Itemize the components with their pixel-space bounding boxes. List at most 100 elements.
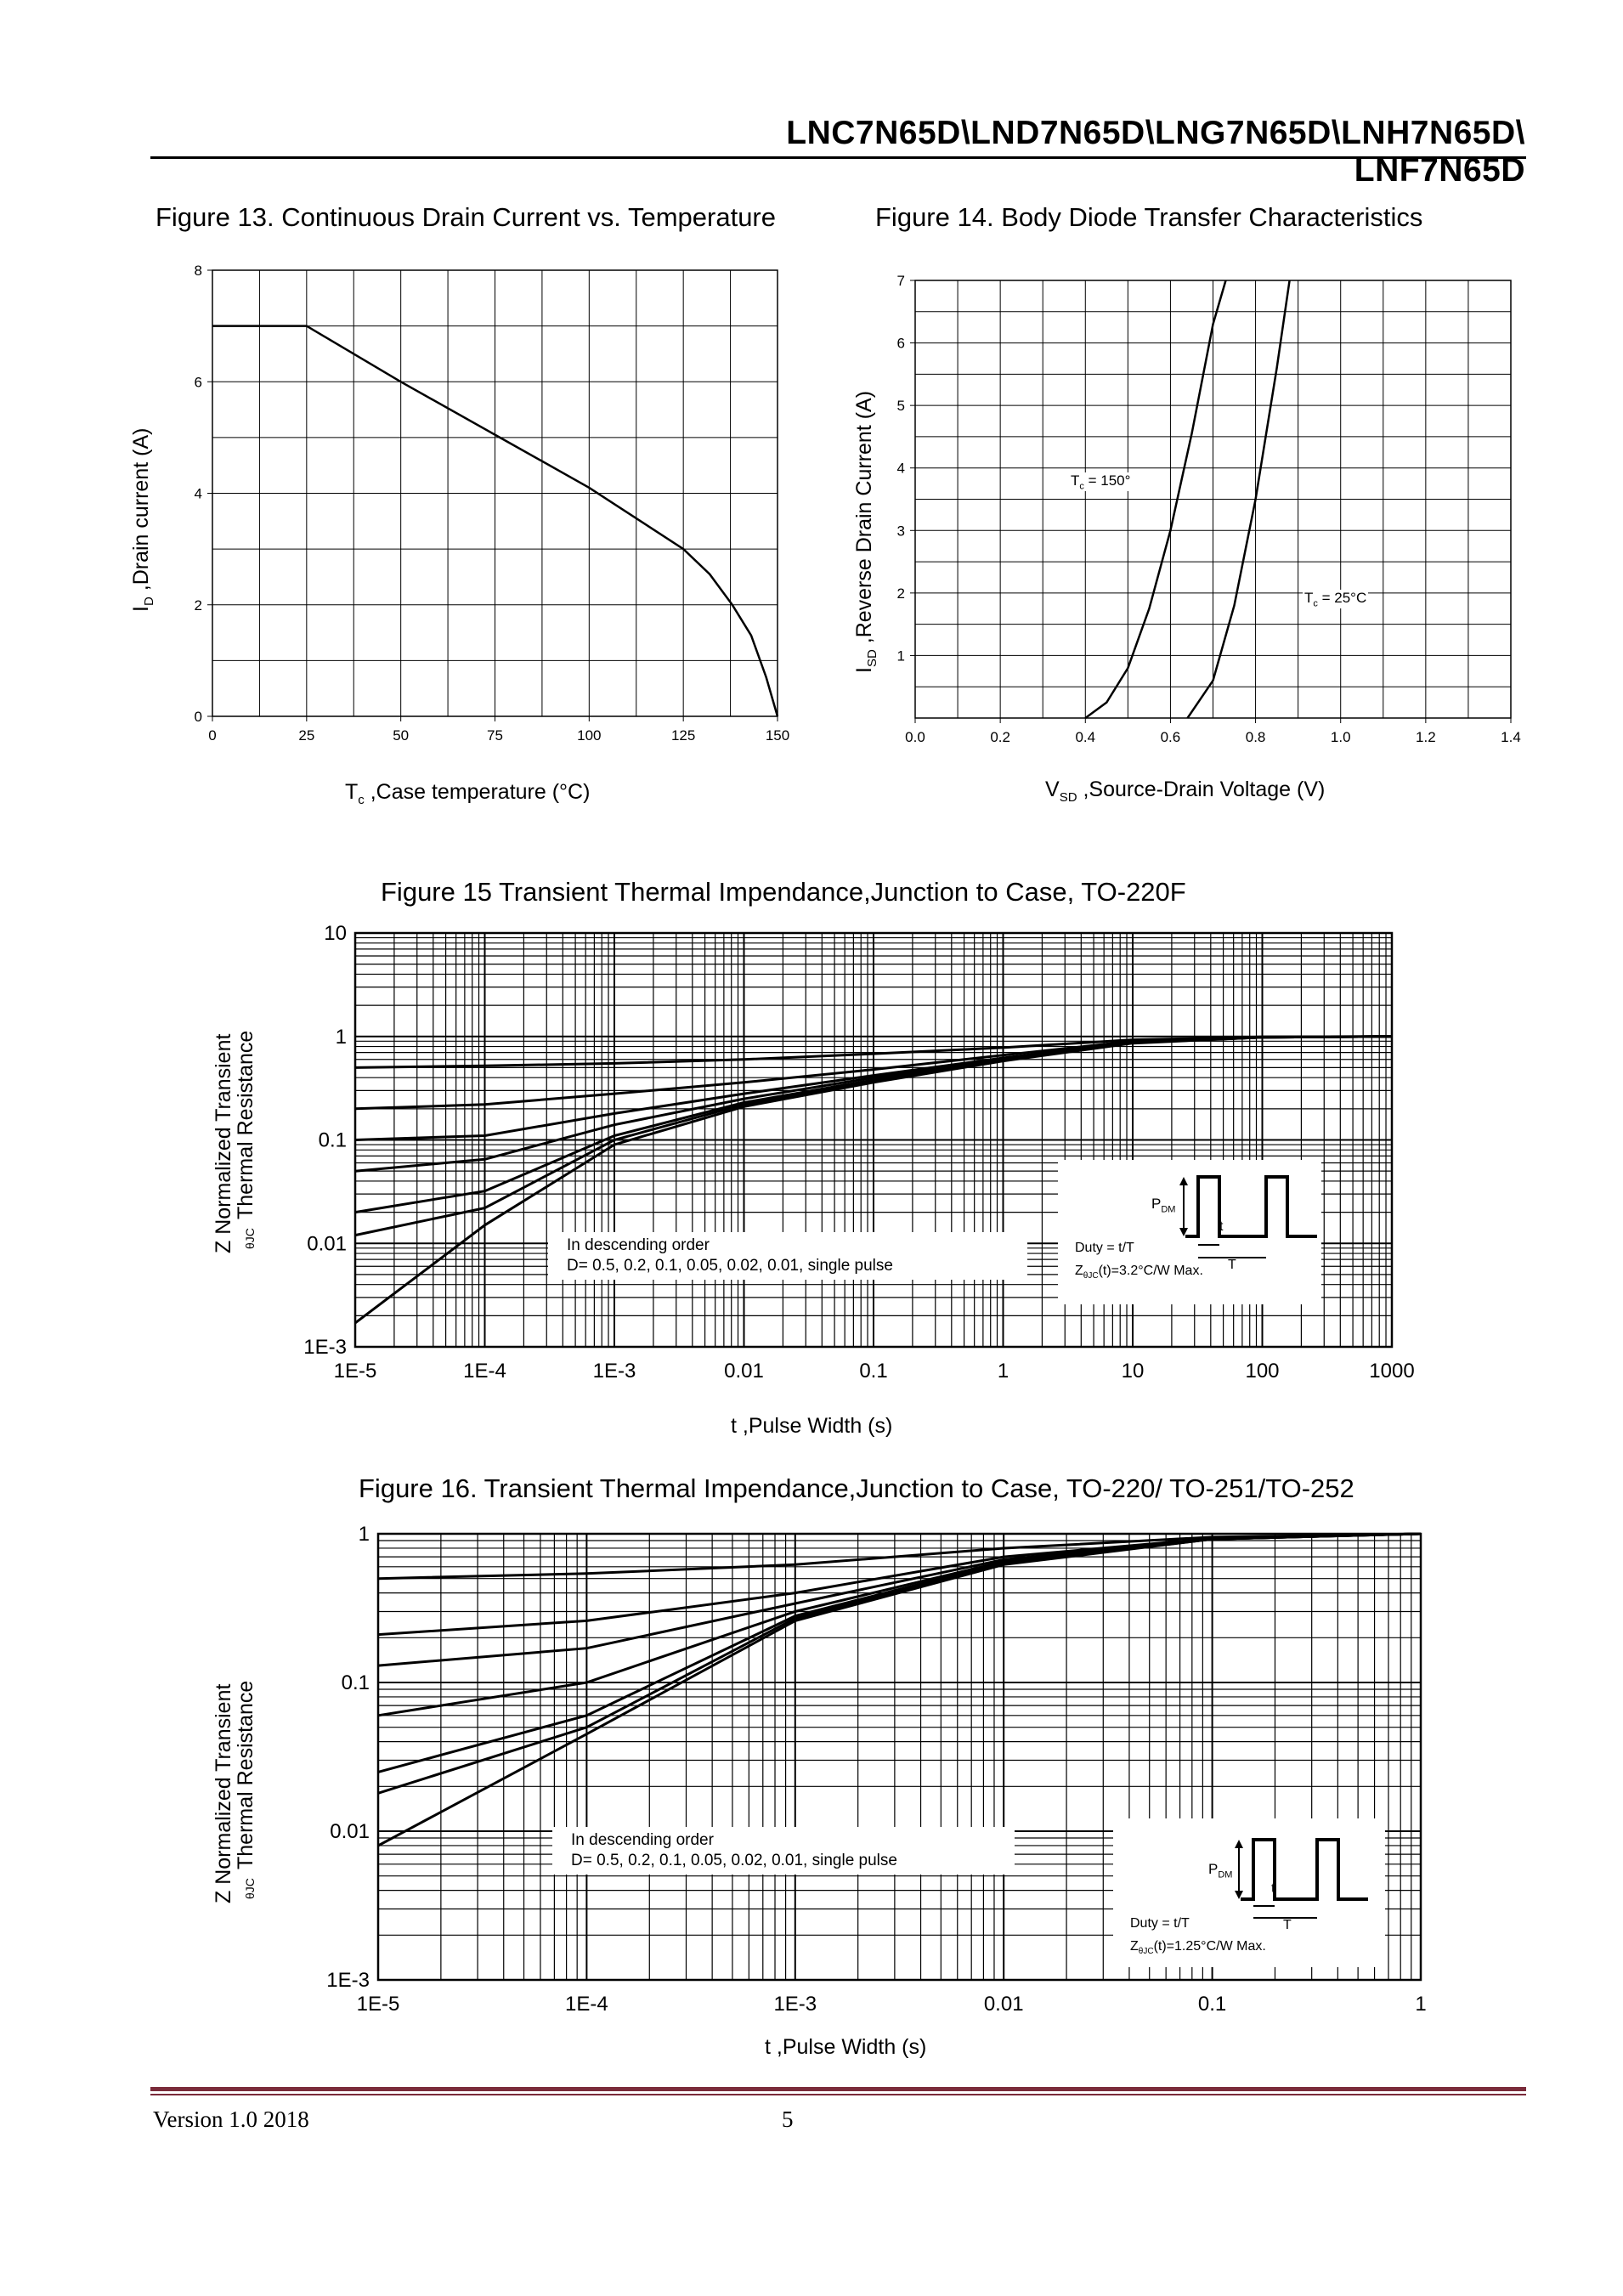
x-tick-label: 0.1 [1198, 1993, 1226, 2014]
fig14-ylabel: ISD ,Reverse Drain Current (A) [852, 390, 879, 673]
fig16-ylabel-sub: θJC [243, 1878, 257, 1899]
fig16-legend: In descending order D= 0.5, 0.2, 0.1, 0.… [552, 1827, 1015, 1875]
x-tick-label: 1 [1415, 1993, 1426, 2014]
footer-version: Version 1.0 2018 [153, 2107, 309, 2132]
x-tick-label: 75 [487, 727, 503, 744]
y-tick-label: 4 [195, 486, 202, 502]
x-tick-label: 1.0 [1331, 729, 1351, 745]
y-tick-label: 7 [897, 273, 905, 289]
x-tick-label: 1E-5 [334, 1360, 377, 1383]
fig15-ylabel: Z Normalized Transient Thermal Resistance [212, 1030, 257, 1253]
fig15-pulse-diagram [1179, 1175, 1317, 1258]
fig15-inset-T: T [1228, 1258, 1236, 1272]
fig16-inset-pdm: PDM [1208, 1861, 1233, 1880]
fig15-inset-duty: Duty = t/T [1075, 1241, 1134, 1255]
y-tick-label: 1E-3 [303, 1336, 347, 1359]
x-tick-label: 0.2 [990, 729, 1010, 745]
x-tick-label: 125 [671, 727, 695, 744]
x-tick-label: 1000 [1369, 1360, 1414, 1383]
y-tick-label: 3 [897, 523, 905, 539]
series-line-1 [377, 1532, 1422, 1637]
fig15-ylabel-sub: θJC [243, 1228, 257, 1249]
series-line-5 [377, 1532, 1422, 1795]
x-tick-label: 0.6 [1161, 729, 1181, 745]
fig14-annotation-25: Tc = 25°C [1303, 590, 1369, 609]
y-tick-label: 1 [359, 1523, 370, 1546]
y-tick-label: 1 [897, 648, 905, 664]
y-tick-label: 0.1 [319, 1129, 347, 1152]
y-tick-label: 6 [195, 374, 202, 390]
fig15-inset-t: t [1219, 1219, 1224, 1234]
fig16-inset-z: ZθJC(t)=1.25°C/W Max. [1130, 1939, 1266, 1957]
fig15-inset-z: ZθJC(t)=3.2°C/W Max. [1075, 1264, 1203, 1281]
fig16-inset-T: T [1283, 1918, 1292, 1932]
x-tick-label: 1 [998, 1360, 1009, 1383]
fig16-duty-inset: PDM t T Duty = t/T ZθJC(t)=1.25°C/W Max. [1113, 1818, 1385, 1967]
document-header-title: LNC7N65D\LND7N65D\LNG7N65D\LNH7N65D\ LNF… [786, 115, 1525, 189]
fig14-xlabel: VSD ,Source-Drain Voltage (V) [1045, 778, 1326, 805]
fig16-xlabel: t ,Pulse Width (s) [765, 2035, 927, 2059]
plot-frame [376, 1532, 1422, 1982]
fig13-title: Figure 13. Continuous Drain Current vs. … [156, 202, 776, 232]
fig16-title: Figure 16. Transient Thermal Impendance,… [359, 1473, 1354, 1503]
page-number: 5 [782, 2107, 794, 2132]
fig16-inset-t: t [1271, 1881, 1275, 1896]
fig13-ylabel: ID ,Drain current (A) [129, 427, 156, 612]
fig15-legend: In descending order D= 0.5, 0.2, 0.1, 0.… [548, 1232, 1027, 1280]
x-tick-label: 1E-3 [773, 1993, 817, 2014]
fig14-chart: 0.0 0.2 0.4 0.6 0.8 1.0 1.2 1.4 1 2 3 4 5 6 7 [897, 273, 1521, 745]
x-tick-label: 10 [1122, 1360, 1145, 1383]
series-line-0 [212, 325, 779, 717]
x-tick-label: 1E-5 [357, 1993, 400, 2014]
y-tick-label: 5 [897, 398, 905, 414]
y-tick-label: 4 [897, 461, 905, 477]
x-tick-label: 150 [766, 727, 789, 744]
y-tick-label: 0 [195, 709, 202, 725]
y-tick-label: 0.01 [330, 1820, 370, 1843]
x-tick-label: 50 [393, 727, 409, 744]
fig16-inset-duty: Duty = t/T [1130, 1916, 1190, 1931]
x-tick-label: 0.01 [724, 1360, 764, 1383]
fig15-title: Figure 15 Transient Thermal Impendance,J… [381, 877, 1186, 907]
x-tick-label: 0.0 [905, 729, 925, 745]
y-tick-label: 1E-3 [326, 1969, 370, 1992]
fig15-duty-inset: PDM t T Duty = t/T ZθJC(t)=3.2°C/W Max. [1058, 1160, 1321, 1304]
y-tick-label: 8 [195, 263, 202, 279]
x-tick-label: 25 [298, 727, 314, 744]
y-tick-label: 1 [336, 1026, 347, 1049]
footer-divider-thin [150, 2094, 1526, 2095]
fig13-xlabel: Tc ,Case temperature (°C) [345, 780, 591, 807]
x-tick-label: 100 [577, 727, 601, 744]
x-tick-label: 1E-3 [593, 1360, 636, 1383]
y-tick-label: 10 [324, 922, 347, 945]
x-tick-label: 0.01 [984, 1993, 1024, 2014]
fig16-ylabel: Z Normalized Transient Thermal Resistance [212, 1680, 257, 1903]
y-tick-label: 0.01 [307, 1232, 347, 1255]
y-tick-label: 2 [195, 597, 202, 614]
fig16-chart: 1E-5 1E-4 1E-3 0.01 0.1 1 1E-3 0.01 0.1 1 [326, 1523, 1426, 2014]
fig13-chart: 0 25 50 75 100 125 150 0 2 4 6 8 [195, 263, 790, 744]
series-line-0 [1084, 280, 1227, 720]
series-line-2 [377, 1532, 1422, 1667]
x-tick-label: 0.8 [1246, 729, 1266, 745]
x-tick-label: 1.4 [1501, 729, 1521, 745]
fig14-annotation-150: Tc = 150° [1069, 472, 1133, 492]
fig15-chart: 1E-5 1E-4 1E-3 0.01 0.1 1 10 100 1000 1E-3 0.01 0.1… [303, 922, 1414, 1383]
y-tick-label: 2 [897, 585, 905, 602]
fig15-inset-pdm: PDM [1151, 1196, 1176, 1215]
series-line-6 [377, 1532, 1422, 1847]
series-line-6 [354, 1035, 1393, 1325]
series-line-1 [1186, 280, 1291, 719]
x-tick-label: 0.1 [859, 1360, 887, 1383]
x-tick-label: 0.4 [1075, 729, 1095, 745]
plot-frame [914, 280, 1512, 719]
x-tick-label: 0 [208, 727, 216, 744]
y-tick-label: 0.1 [342, 1671, 370, 1694]
x-tick-label: 100 [1245, 1360, 1279, 1383]
x-tick-label: 1E-4 [565, 1993, 608, 2014]
fig14-title: Figure 14. Body Diode Transfer Character… [875, 202, 1423, 232]
footer-divider-thick [150, 2087, 1526, 2091]
y-tick-label: 6 [897, 336, 905, 352]
fig16-pulse-diagram [1235, 1838, 1368, 1919]
x-tick-label: 1E-4 [463, 1360, 506, 1383]
